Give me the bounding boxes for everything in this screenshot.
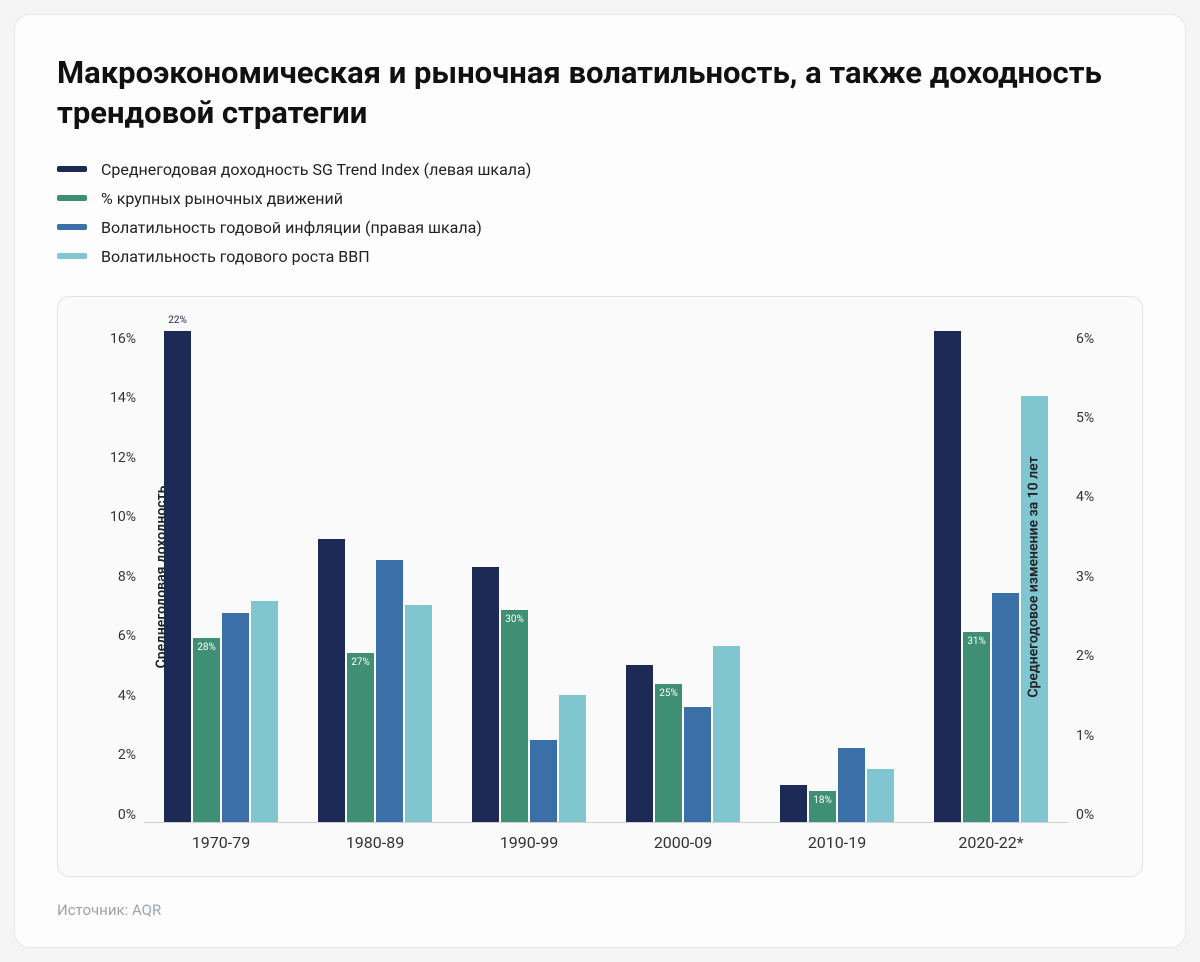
right-axis-label: Среднегодовое изменение за 10 лет — [1025, 456, 1041, 697]
left-axis-tick: 8% — [118, 569, 136, 585]
bar-group: 22%28% — [144, 331, 298, 822]
bar-sg_trend — [780, 785, 807, 822]
chart-card: Макроэкономическая и рыночная волатильно… — [14, 14, 1186, 948]
bar-annotation: 22% — [164, 315, 191, 326]
legend-item: Среднегодовая доходность SG Trend Index … — [57, 160, 1143, 179]
bar-gdp_vol — [251, 601, 278, 822]
right-axis: 6% 5% 4% 3% 2% 1% 0% — [1068, 331, 1124, 823]
chart-title: Макроэкономическая и рыночная волатильно… — [57, 53, 1143, 134]
legend-swatch — [57, 195, 87, 201]
chart-body: Среднегодовая доходность 16%14%12%10%8%6… — [76, 331, 1124, 823]
right-axis-tick: 3% — [1076, 569, 1094, 585]
bar-large_moves: 28% — [193, 638, 220, 822]
bar-inflation_vol — [530, 740, 557, 822]
left-axis-tick: 16% — [110, 331, 136, 347]
bar-gdp_vol — [559, 695, 586, 822]
source-text: Источник: AQR — [57, 901, 1143, 919]
bar-group: 30% — [452, 331, 606, 822]
left-axis-tick: 0% — [118, 807, 136, 823]
bar-group: 25% — [606, 331, 760, 822]
right-axis-tick: 2% — [1076, 648, 1094, 664]
bar-group: 27% — [298, 331, 452, 822]
x-axis-tick: 1990-99 — [452, 833, 606, 852]
legend-swatch — [57, 253, 87, 259]
bar-gdp_vol — [405, 605, 432, 822]
chart-panel: Среднегодовая доходность 16%14%12%10%8%6… — [57, 296, 1143, 877]
legend-swatch — [57, 224, 87, 230]
bar-large_moves: 27% — [347, 653, 374, 822]
right-axis-tick: 6% — [1076, 331, 1094, 347]
bar-sg_trend — [318, 539, 345, 822]
left-axis-tick: 6% — [118, 628, 136, 644]
bar-sg_trend: 22% — [164, 331, 191, 822]
bar-inflation_vol — [992, 593, 1019, 822]
right-axis-tick: 5% — [1076, 410, 1094, 426]
x-axis-tick: 1970-79 — [144, 833, 298, 852]
bar-annotation: 18% — [809, 795, 836, 806]
left-axis-tick: 2% — [118, 747, 136, 763]
plot-area: 22%28% 27% 30% 25% 18% 31% — [144, 331, 1068, 823]
right-axis-tick: 1% — [1076, 728, 1094, 744]
bar-gdp_vol — [867, 769, 894, 822]
legend-label: Волатильность годового роста ВВП — [101, 247, 370, 266]
bar-large_moves: 31% — [963, 632, 990, 822]
bar-inflation_vol — [376, 560, 403, 822]
left-axis-tick: 4% — [118, 688, 136, 704]
x-axis-tick: 1980-89 — [298, 833, 452, 852]
left-axis: 16% 14% 12% 10% 8% 6% 4% 2% 0% — [76, 331, 144, 823]
bar-inflation_vol — [222, 613, 249, 822]
left-axis-tick: 10% — [110, 509, 136, 525]
bar-sg_trend — [472, 567, 499, 822]
bar-annotation: 28% — [193, 642, 220, 653]
legend: Среднегодовая доходность SG Trend Index … — [57, 160, 1143, 266]
legend-item: Волатильность годовой инфляции (правая ш… — [57, 218, 1143, 237]
bar-group: 18% — [760, 331, 914, 822]
left-axis-tick: 12% — [110, 450, 136, 466]
x-axis-tick: 2000-09 — [606, 833, 760, 852]
x-axis: 1970-791980-891990-992000-092010-192020-… — [144, 833, 1068, 852]
bar-inflation_vol — [684, 707, 711, 822]
right-axis-tick: 4% — [1076, 489, 1094, 505]
x-axis-tick: 2020-22* — [914, 833, 1068, 852]
bar-sg_trend — [626, 665, 653, 822]
x-axis-tick: 2010-19 — [760, 833, 914, 852]
legend-label: % крупных рыночных движений — [101, 189, 343, 208]
legend-item: Волатильность годового роста ВВП — [57, 247, 1143, 266]
bar-inflation_vol — [838, 748, 865, 822]
bar-gdp_vol — [713, 646, 740, 822]
bar-group: 31% — [914, 331, 1068, 822]
bar-annotation: 31% — [963, 636, 990, 647]
right-axis-tick: 0% — [1076, 807, 1094, 823]
bar-large_moves: 25% — [655, 684, 682, 822]
bar-large_moves: 18% — [809, 791, 836, 822]
bar-sg_trend — [934, 331, 961, 822]
bar-large_moves: 30% — [501, 610, 528, 822]
legend-label: Волатильность годовой инфляции (правая ш… — [101, 218, 482, 237]
bar-annotation: 27% — [347, 657, 374, 668]
bar-annotation: 30% — [501, 614, 528, 625]
legend-label: Среднегодовая доходность SG Trend Index … — [101, 160, 531, 179]
legend-swatch — [57, 166, 87, 172]
legend-item: % крупных рыночных движений — [57, 189, 1143, 208]
left-axis-tick: 14% — [110, 390, 136, 406]
bar-annotation: 25% — [655, 688, 682, 699]
